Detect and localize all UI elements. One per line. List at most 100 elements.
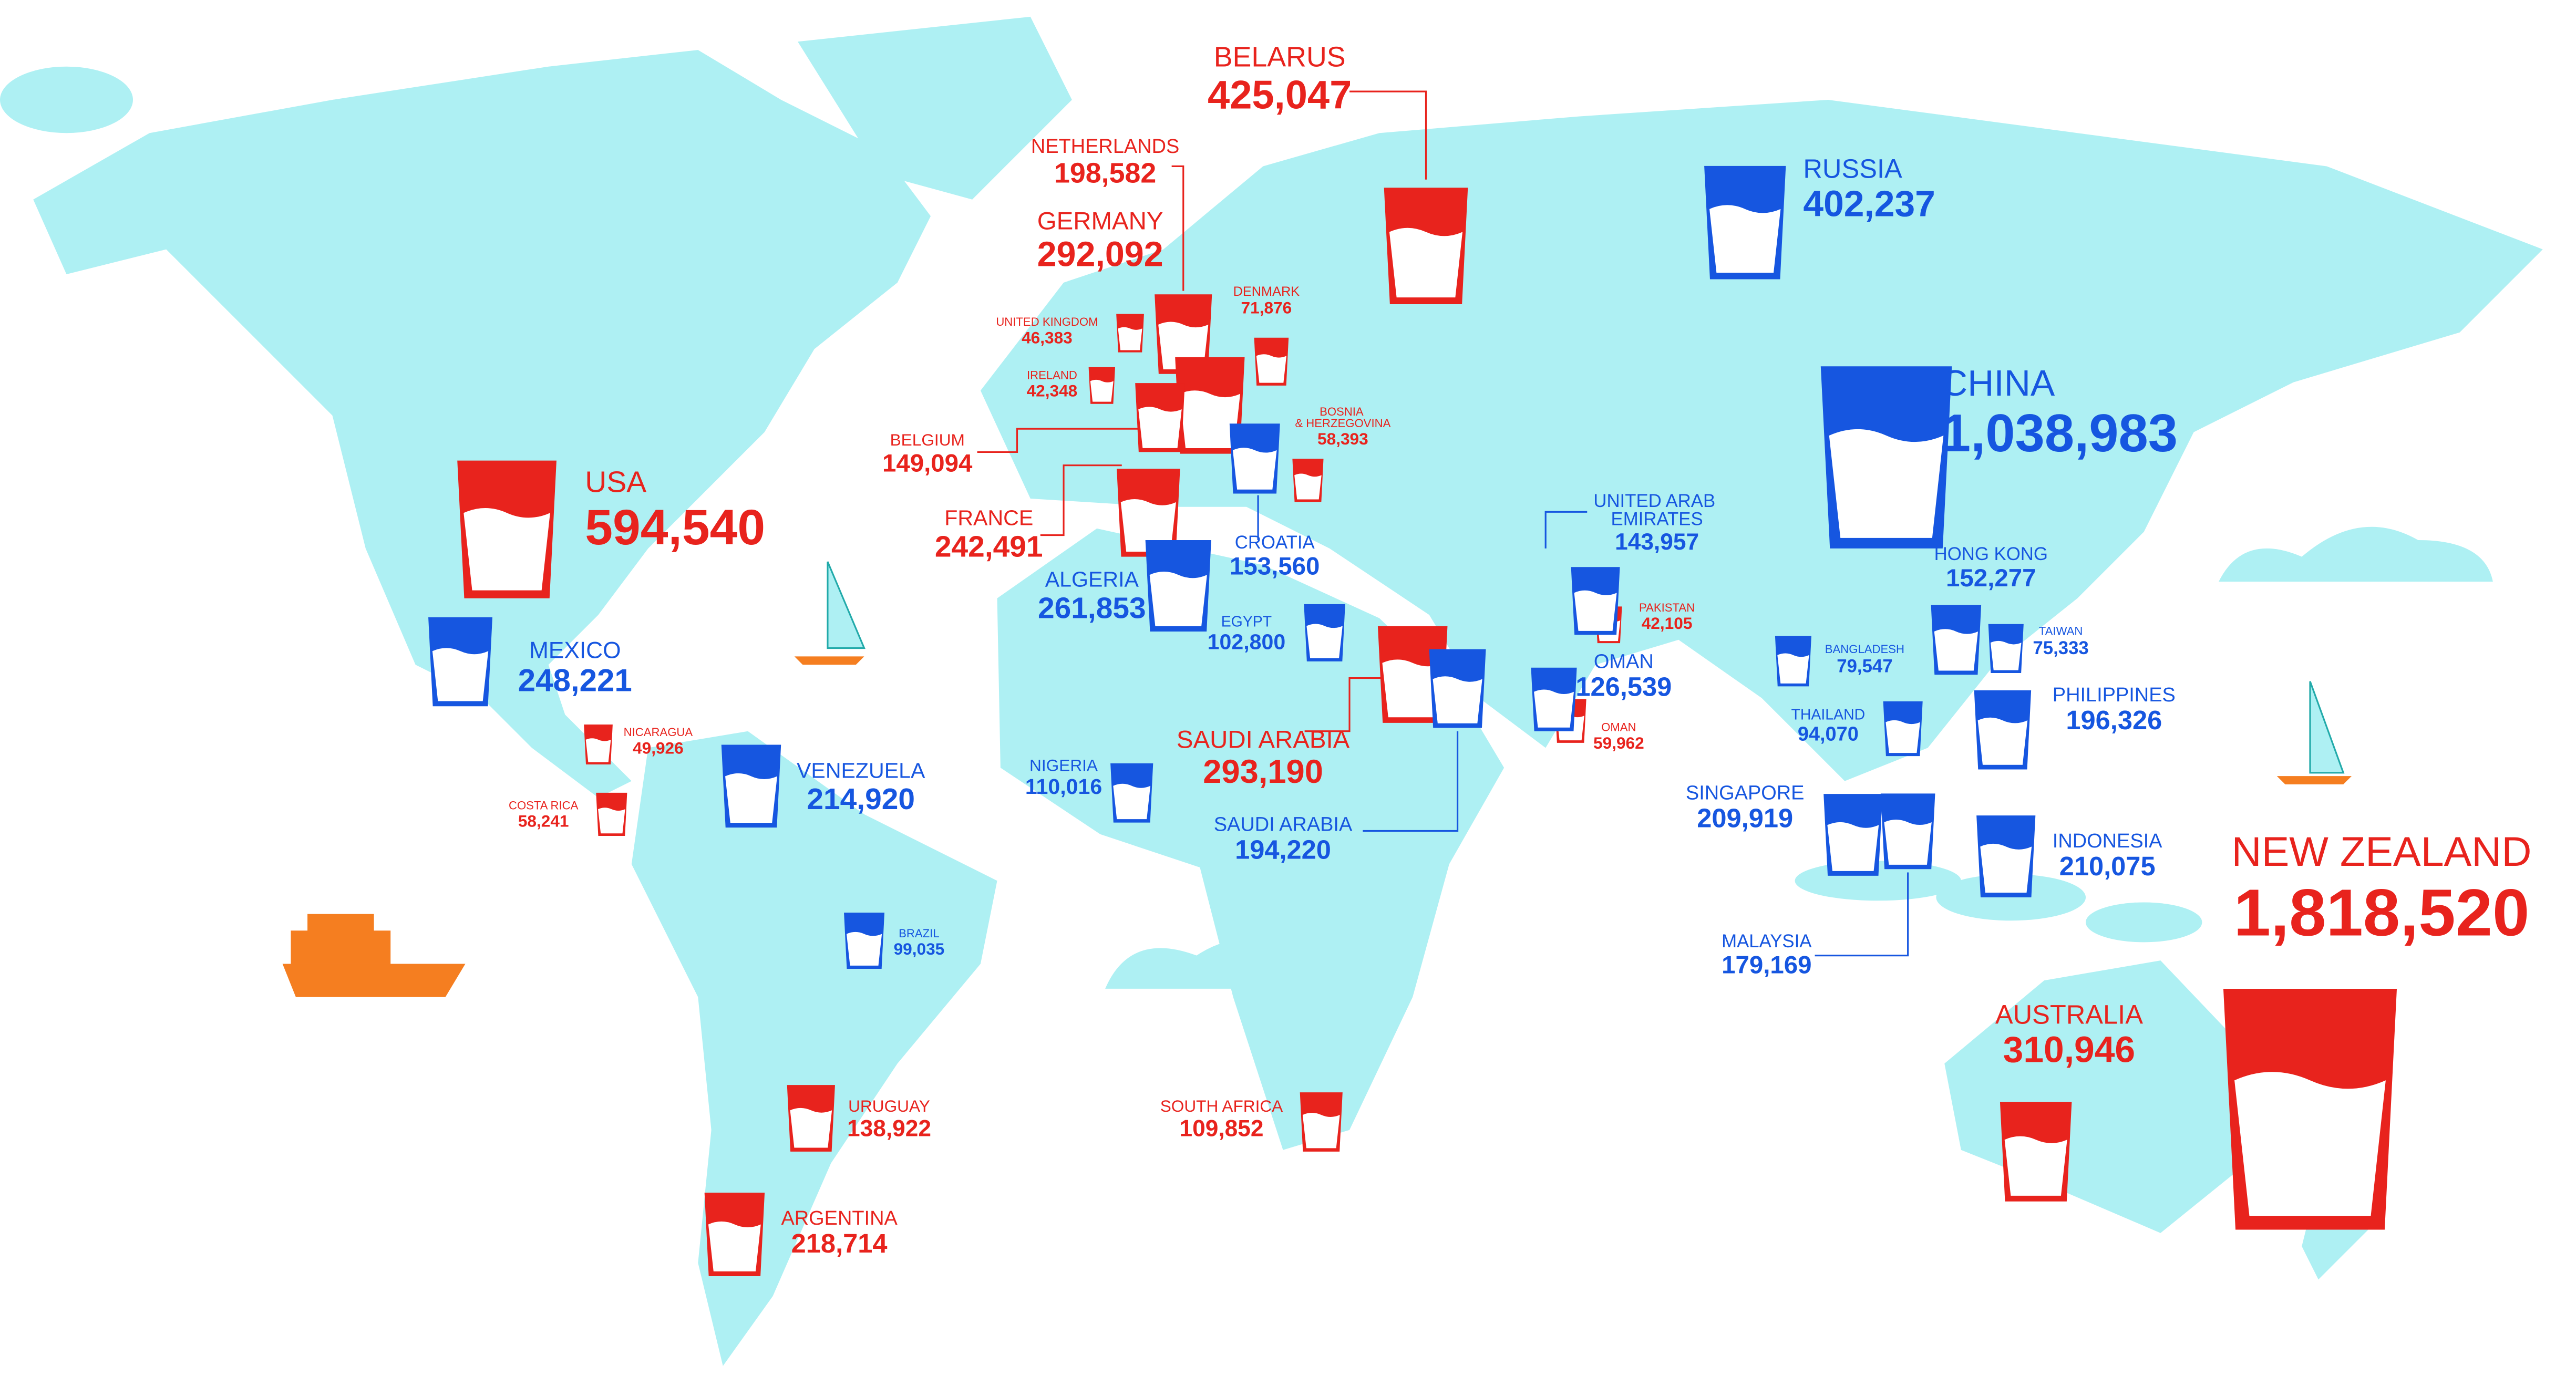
country-name: UNITED ARAB EMIRATES <box>1593 491 1720 530</box>
country-name: NEW ZEALAND <box>2231 828 2531 875</box>
name-line: BOSNIA <box>1320 405 1366 418</box>
glass-water <box>1777 653 1809 684</box>
eurasia <box>980 99 2543 781</box>
glass-water <box>463 508 550 591</box>
value-label: 110,016 <box>1025 774 1102 799</box>
country-name: AUSTRALIA <box>1995 999 2143 1029</box>
glass-water <box>1534 689 1574 728</box>
value-label: 46,383 <box>1022 328 1073 347</box>
land <box>0 16 2543 1366</box>
value-label: 99,035 <box>894 939 945 958</box>
glass-water <box>1574 590 1617 631</box>
ship <box>282 914 466 997</box>
glass-water <box>1885 720 1920 753</box>
value-label: 194,220 <box>1235 835 1331 865</box>
value-label: 126,539 <box>1575 672 1672 702</box>
south-america <box>631 731 997 1366</box>
glass-water <box>1382 659 1443 718</box>
cloud <box>1105 939 1332 989</box>
glass-water <box>1433 676 1482 723</box>
country-name: ALGERIA <box>1045 567 1139 592</box>
value-label: 214,920 <box>807 782 915 816</box>
leader-line <box>1544 511 1588 549</box>
glass-water <box>1118 327 1142 350</box>
country-name: SINGAPORE <box>1686 782 1805 804</box>
leader-line <box>1304 677 1388 732</box>
country-name: MEXICO <box>529 638 621 664</box>
country-name: INDONESIA <box>2053 830 2162 852</box>
country-name: SAUDI ARABIA <box>1214 813 1353 835</box>
value-label: 198,582 <box>1054 158 1156 189</box>
country-name: NIGERIA <box>1029 756 1098 775</box>
glass-water <box>1389 227 1463 298</box>
value-label: 242,491 <box>935 530 1043 563</box>
value-label: 149,094 <box>882 450 973 478</box>
value-label: 425,047 <box>1208 73 1352 117</box>
value-label: 109,852 <box>1179 1115 1263 1141</box>
value-label: 58,241 <box>518 812 569 831</box>
leader-line <box>977 428 1147 453</box>
country-name: DENMARK <box>1233 284 1300 299</box>
value-label: 143,957 <box>1615 529 1699 555</box>
value-label: 94,070 <box>1798 723 1859 745</box>
glass-water <box>725 773 777 823</box>
country-name: PAKISTAN <box>1639 601 1695 614</box>
country-name: THAILAND <box>1791 707 1865 723</box>
value-label: 152,277 <box>1946 564 2036 592</box>
glass-water <box>1256 354 1286 383</box>
country-name: OMAN <box>1594 651 1654 673</box>
value-label: 42,105 <box>1642 614 1693 633</box>
glass-water <box>1302 1113 1340 1149</box>
country-name: URUGUAY <box>848 1096 930 1115</box>
leader-lines <box>977 90 1909 957</box>
country-name: NICARAGUA <box>624 726 693 739</box>
country-name: UNITED KINGDOM <box>996 315 1098 328</box>
glass-water <box>1120 499 1176 552</box>
country-name: HONG KONG <box>1934 544 2048 564</box>
name-line: UNITED ARAB <box>1593 491 1720 511</box>
country-name: BELARUS <box>1214 42 1346 73</box>
country-name: RUSSIA <box>1803 154 1902 184</box>
country-name: MALAYSIA <box>1722 932 1812 951</box>
value-label: 261,853 <box>1038 591 1146 625</box>
glass-water <box>1138 407 1182 448</box>
glass-water <box>1827 822 1879 871</box>
glass-water <box>1090 379 1114 402</box>
country-name: BOSNIA & HERZEGOVINA <box>1295 405 1390 430</box>
value-label: 196,326 <box>2066 705 2162 735</box>
glasses <box>428 165 2397 1277</box>
country-name: SOUTH AFRICA <box>1160 1096 1283 1115</box>
value-label: 153,560 <box>1230 553 1320 581</box>
value-label: 594,540 <box>585 500 765 555</box>
sailboat <box>2276 681 2352 784</box>
name-line: EMIRATES <box>1611 510 1703 530</box>
north-america <box>33 50 931 798</box>
sailboat <box>794 561 865 665</box>
value-label: 1,818,520 <box>2234 875 2530 950</box>
greenland <box>798 16 1072 200</box>
country-name: BELGIUM <box>890 430 965 449</box>
cloud <box>2219 526 2493 582</box>
country-name: CROATIA <box>1235 533 1315 553</box>
country-name: FRANCE <box>944 506 1033 530</box>
value-label: 293,190 <box>1203 753 1323 790</box>
country-name: VENEZUELA <box>797 758 925 782</box>
country-name: OMAN <box>1601 721 1636 734</box>
country-name: GERMANY <box>1037 208 1163 235</box>
country-name: PHILIPPINES <box>2053 684 2176 706</box>
country-name: NETHERLANDS <box>1031 136 1179 158</box>
country-name: USA <box>585 465 646 499</box>
value-label: 248,221 <box>518 663 632 698</box>
name-line: & HERZEGOVINA <box>1295 417 1390 430</box>
glass-water <box>598 808 625 834</box>
value-label: 210,075 <box>2059 851 2156 881</box>
value-label: 1,038,983 <box>1941 404 2178 463</box>
value-label: 79,547 <box>1837 657 1892 677</box>
glass-water <box>1980 843 2032 893</box>
glass-water <box>2234 1072 2386 1216</box>
glass-water <box>1709 205 1781 273</box>
value-label: 310,946 <box>2003 1029 2135 1070</box>
glass-water <box>1884 819 1932 865</box>
